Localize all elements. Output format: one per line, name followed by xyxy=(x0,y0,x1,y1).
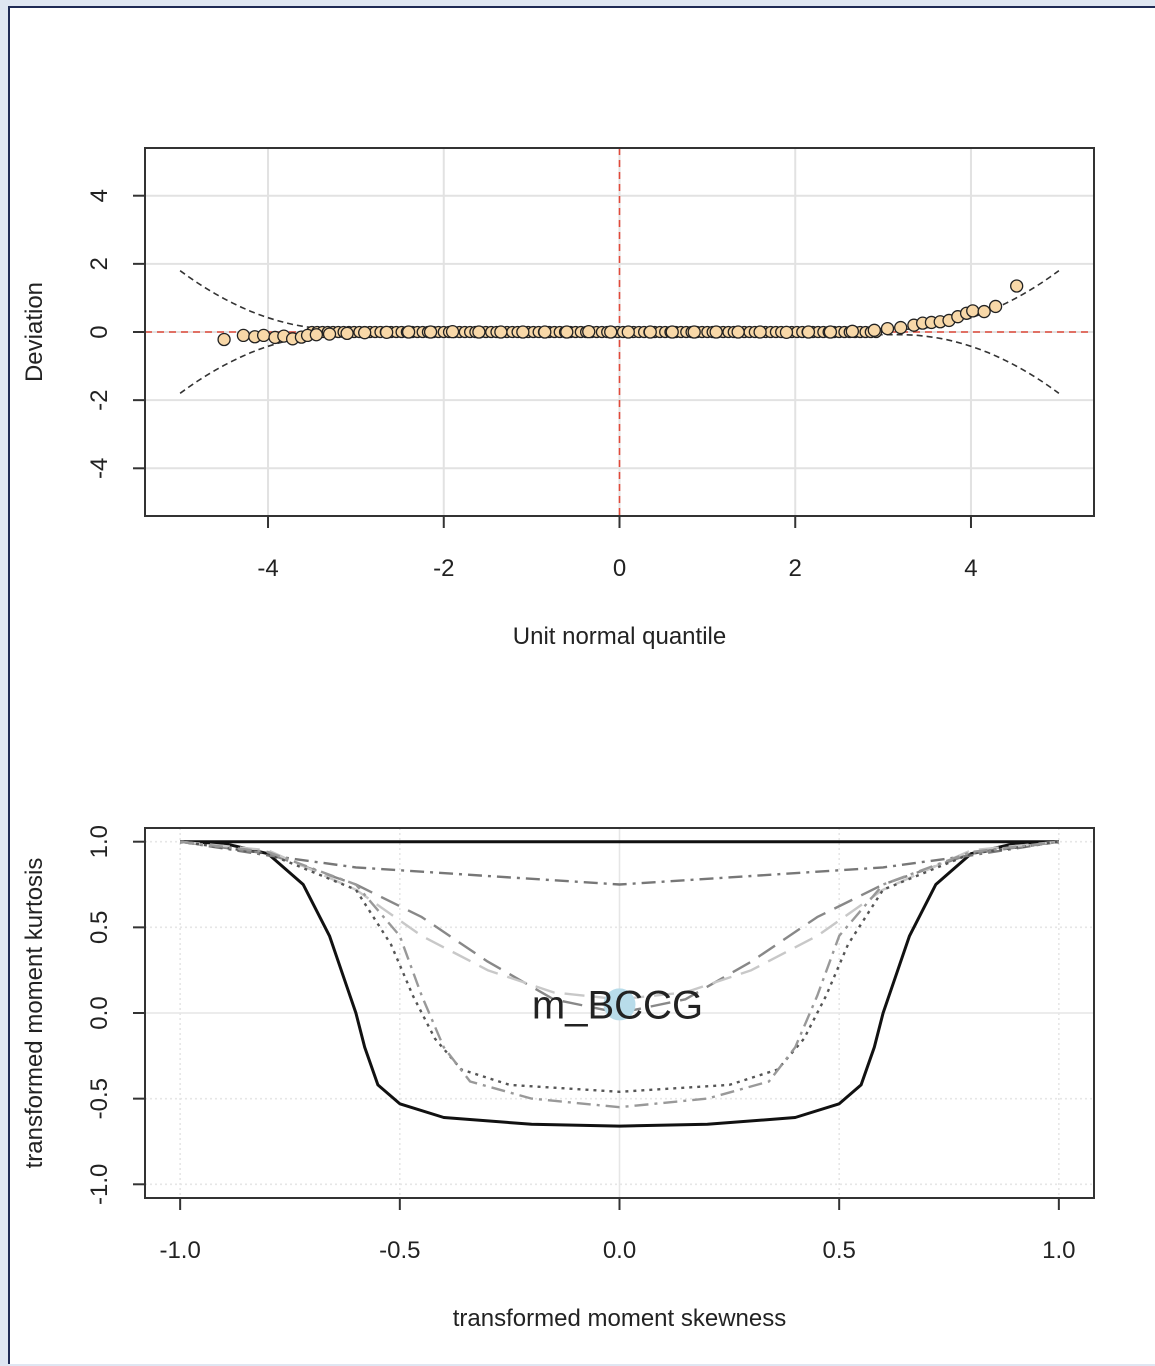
annotation-marker xyxy=(603,988,636,1021)
x-tick-label: 4 xyxy=(964,555,977,582)
x-tick-label: 1.0 xyxy=(1042,1237,1075,1264)
y-tick-label: -4 xyxy=(86,458,113,479)
y-tick-label: 0.5 xyxy=(86,911,113,944)
data-point xyxy=(560,325,574,339)
data-point xyxy=(340,326,354,341)
x-tick-label: -0.5 xyxy=(379,1237,420,1264)
data-point xyxy=(472,325,486,339)
data-point xyxy=(845,324,860,338)
data-point xyxy=(494,325,508,339)
data-point xyxy=(801,325,816,339)
y-tick-label: -2 xyxy=(86,389,113,410)
figure-svg: -4 -2 0 2 4 -4 -2 0 2 4 Unit normal quantile Deviat… xyxy=(21,147,1095,1332)
data-point xyxy=(621,325,635,339)
series-line-6 xyxy=(179,840,1060,1109)
data-point xyxy=(604,325,618,339)
figure-frame: -4 -2 0 2 4 -4 -2 0 2 4 Unit normal quantile Deviat… xyxy=(8,6,1155,1364)
x-tick-label: 0.5 xyxy=(822,1237,855,1264)
data-point xyxy=(358,326,372,340)
data-point xyxy=(977,304,991,319)
y-tick-label: -1.0 xyxy=(86,1164,113,1205)
data-point xyxy=(753,325,767,339)
y-axis-label: Deviation xyxy=(21,282,48,382)
data-point xyxy=(988,299,1003,314)
series-line-4 xyxy=(179,840,1060,1001)
data-point xyxy=(217,332,231,347)
y-tick-label: 0.0 xyxy=(86,996,113,1029)
y-tick-label: 4 xyxy=(86,189,113,202)
data-point xyxy=(643,325,657,339)
series-line-1 xyxy=(180,840,1059,1128)
data-point xyxy=(423,325,438,339)
data-point xyxy=(709,325,723,339)
data-point xyxy=(867,323,881,337)
data-point xyxy=(582,325,596,339)
data-point xyxy=(256,328,271,343)
y-tick-label: 2 xyxy=(86,257,113,270)
data-point xyxy=(401,325,416,339)
x-tick-label: 0.0 xyxy=(603,1237,636,1264)
y-tick-label: -0.5 xyxy=(86,1078,113,1119)
y-axis-label: transformed moment kurtosis xyxy=(21,858,48,1169)
moment-kurtosis-plot: m_BCCG -1.0 -0.5 0.0 0.5 1.0 -1.0 -0.5 0.0 0.5 1.0… xyxy=(21,825,1095,1332)
data-point xyxy=(379,325,394,339)
y-tick-label: 1.0 xyxy=(86,825,113,858)
x-tick-label: 2 xyxy=(789,555,802,582)
series-line-2 xyxy=(179,840,1060,886)
data-point xyxy=(309,328,323,342)
data-point xyxy=(1010,279,1024,293)
y-tick-label: 0 xyxy=(86,325,113,338)
data-point xyxy=(322,327,337,341)
data-point xyxy=(516,325,530,339)
x-axis-label: Unit normal quantile xyxy=(513,623,726,650)
data-point xyxy=(880,321,895,336)
data-point xyxy=(966,304,980,318)
x-tick-label: -4 xyxy=(257,555,278,582)
x-tick-label: -1.0 xyxy=(159,1237,200,1264)
data-point xyxy=(823,325,838,339)
annotation-label: m_BCCG xyxy=(532,983,703,1027)
data-point xyxy=(687,325,701,339)
data-point xyxy=(665,325,679,339)
data-point xyxy=(779,325,794,339)
x-axis-label: transformed moment skewness xyxy=(453,1305,786,1332)
x-tick-label: 0 xyxy=(613,555,626,582)
data-point xyxy=(236,328,251,343)
data-point xyxy=(538,325,552,339)
qq-deviation-plot: -4 -2 0 2 4 -4 -2 0 2 4 Unit normal quantile Deviat… xyxy=(21,147,1095,650)
data-point xyxy=(445,325,460,339)
x-tick-label: -2 xyxy=(433,555,454,582)
data-point xyxy=(894,320,908,335)
data-point xyxy=(731,325,745,339)
series-line-5 xyxy=(179,840,1060,1093)
